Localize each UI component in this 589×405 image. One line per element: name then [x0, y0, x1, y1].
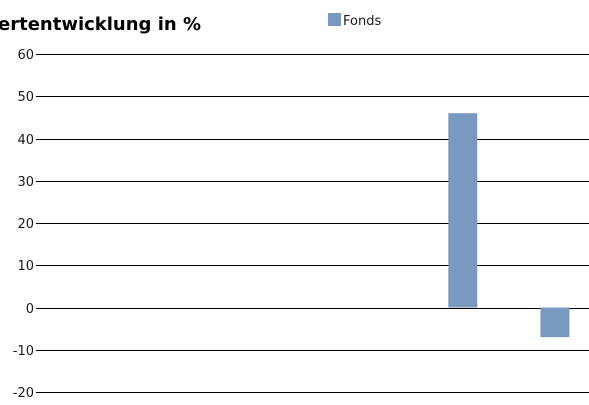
y-tick-label: 40 — [17, 133, 34, 148]
legend-label-fonds: Fonds — [343, 14, 381, 29]
bars — [448, 113, 570, 338]
y-tick-label: -20 — [13, 386, 34, 400]
bar — [540, 307, 570, 338]
bar — [448, 113, 478, 308]
y-axis-ticks: 60 50 40 30 20 10 0 -10 -20 — [13, 48, 34, 401]
y-tick-label: -10 — [13, 344, 34, 359]
y-tick-label: 50 — [17, 90, 34, 105]
y-tick-label: 20 — [17, 217, 34, 232]
legend-swatch-fonds — [328, 13, 341, 26]
y-tick-label: 0 — [26, 302, 34, 317]
y-tick-label: 30 — [17, 175, 34, 190]
gridlines — [36, 54, 589, 393]
chart-title: ertentwicklung in % — [0, 14, 201, 35]
legend: Fonds — [328, 13, 381, 29]
y-tick-label: 60 — [17, 48, 34, 63]
y-tick-label: 10 — [17, 259, 34, 274]
